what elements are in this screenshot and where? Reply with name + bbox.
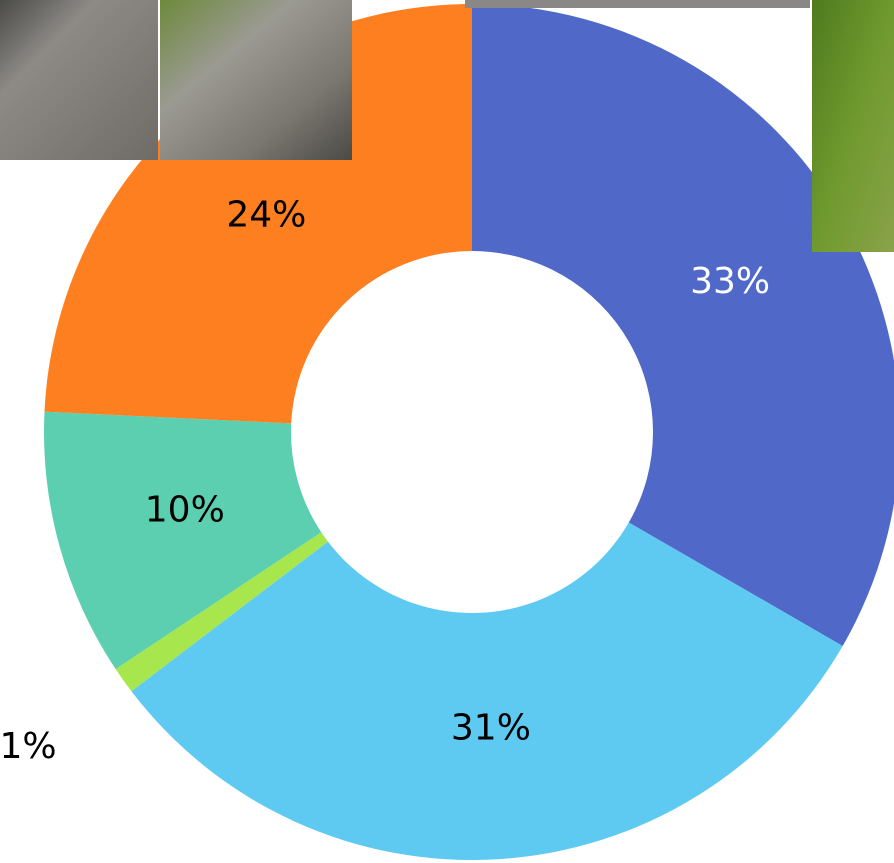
value-label: 31% — [451, 707, 531, 748]
photos — [0, 0, 894, 252]
slice — [43, 411, 322, 670]
value-label: 1% — [0, 726, 57, 767]
slice — [131, 522, 843, 860]
photo — [0, 0, 158, 160]
labels: 33% 31% 1% 10% 24% — [0, 194, 770, 767]
slice — [44, 4, 473, 424]
slice — [115, 532, 328, 692]
value-label: 10% — [145, 489, 225, 530]
photo — [160, 0, 352, 160]
value-label: 24% — [226, 194, 306, 235]
photo — [812, 0, 894, 252]
value-label: 33% — [690, 261, 770, 302]
photo — [465, 0, 810, 8]
slice — [472, 4, 894, 646]
donut — [43, 4, 894, 860]
